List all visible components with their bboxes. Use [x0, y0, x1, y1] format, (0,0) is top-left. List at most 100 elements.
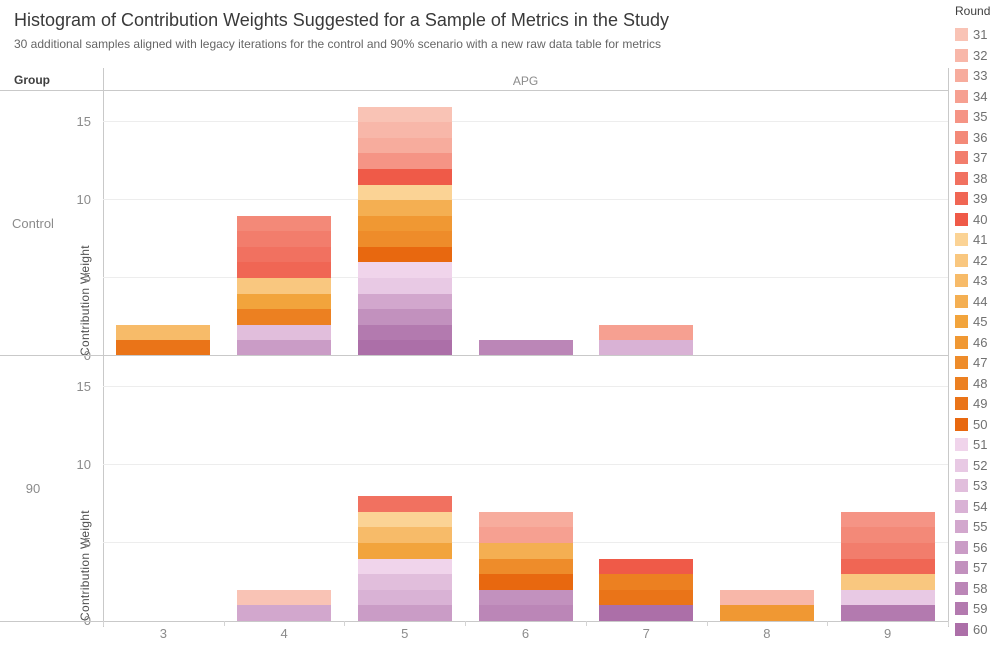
round-color-swatch [955, 561, 968, 574]
bar-segment-round-34[interactable] [478, 527, 573, 544]
bar-segment-round-60[interactable] [599, 605, 694, 621]
bar-segment-round-41[interactable] [357, 184, 452, 201]
bar-segment-round-50[interactable] [357, 246, 452, 263]
bar-segment-round-41[interactable] [357, 511, 452, 528]
x-axis-bin-tick [344, 621, 346, 626]
legend-item-label: 37 [973, 150, 988, 165]
bar-segment-round-44[interactable] [357, 200, 452, 216]
bar-segment-round-33[interactable] [478, 511, 573, 528]
round-color-swatch [955, 130, 968, 144]
round-color-swatch [955, 110, 968, 123]
bar-segment-round-57[interactable] [357, 309, 452, 325]
round-color-swatch [955, 520, 968, 533]
bar-segment-round-34[interactable] [599, 324, 694, 341]
bar-segment-round-51[interactable] [357, 558, 452, 575]
bar-segment-round-47[interactable] [478, 558, 573, 575]
round-color-swatch [955, 28, 968, 41]
legend-item-label: 49 [973, 396, 988, 411]
y-tick-label: 5 [83, 535, 91, 551]
x-tick-label: 5 [401, 626, 409, 641]
round-color-swatch [955, 581, 968, 595]
bar-segment-round-45[interactable] [237, 293, 332, 310]
bar-segment-round-40[interactable] [599, 558, 694, 575]
bar-segment-round-33[interactable] [357, 137, 452, 154]
legend-item-label: 44 [973, 293, 988, 309]
bar-segment-round-43[interactable] [357, 527, 452, 544]
bar-segment-round-59[interactable] [357, 324, 452, 341]
bar-segment-round-50[interactable] [478, 574, 573, 590]
y-axis-ticks: 0 5 10 15 [60, 356, 97, 628]
bar-segment-round-46[interactable] [719, 605, 814, 621]
round-color-swatch [955, 294, 968, 308]
bar-segment-round-39[interactable] [840, 558, 935, 575]
bar-segment-round-57[interactable] [478, 589, 573, 606]
bar-segment-round-54[interactable] [357, 589, 452, 606]
bar-segment-round-45[interactable] [357, 543, 452, 559]
x-axis-bin-tick [103, 621, 104, 626]
bar-segment-round-52[interactable] [357, 278, 452, 294]
x-tick-label: 8 [763, 626, 771, 641]
bar-segment-round-53[interactable] [237, 324, 332, 341]
round-color-swatch [955, 335, 968, 349]
bar-segment-round-31[interactable] [237, 589, 332, 606]
bar-segment-round-53[interactable] [357, 574, 452, 590]
bar-segment-round-56[interactable] [357, 605, 452, 621]
bar-segment-round-35[interactable] [357, 153, 452, 169]
round-color-swatch [955, 69, 968, 82]
legend-item-label: 36 [973, 129, 988, 145]
x-axis-line [0, 621, 949, 622]
legend-title: Round [955, 4, 991, 18]
bar-segment-round-39[interactable] [237, 262, 332, 279]
bar-segment-round-42[interactable] [840, 574, 935, 590]
bar-segment-round-37[interactable] [237, 231, 332, 247]
y-tick-label: 0 [60, 613, 91, 629]
bar-segment-round-51[interactable] [357, 262, 452, 279]
legend-item-label: 35 [973, 109, 988, 124]
bar-segment-round-40[interactable] [357, 168, 452, 185]
gridline-5 [103, 277, 948, 279]
bar-segment-round-36[interactable] [237, 215, 332, 232]
group-header: Group [14, 73, 50, 87]
round-color-swatch [955, 89, 968, 103]
legend-item-label: 43 [973, 273, 988, 288]
bar-segment-round-43[interactable] [116, 324, 211, 341]
gridline-15 [103, 386, 948, 388]
bar-segment-round-48[interactable] [237, 309, 332, 325]
bar-segment-round-36[interactable] [840, 527, 935, 544]
bar-segment-round-37[interactable] [840, 543, 935, 559]
round-color-swatch [955, 48, 968, 62]
bar-segment-round-58[interactable] [478, 605, 573, 621]
bar-segment-round-46[interactable] [357, 215, 452, 232]
bar-segment-round-32[interactable] [719, 589, 814, 606]
bar-segment-round-38[interactable] [237, 246, 332, 263]
bar-segment-round-55[interactable] [357, 293, 452, 310]
legend-item-label: 56 [973, 539, 988, 555]
legend-item-label: 46 [973, 334, 988, 350]
legend-item-label: 45 [973, 314, 988, 329]
bar-segment-round-32[interactable] [357, 122, 452, 138]
x-axis-bin-tick [827, 621, 829, 626]
bar-segment-round-44[interactable] [478, 543, 573, 559]
round-color-swatch [955, 376, 968, 390]
bar-segment-round-48[interactable] [599, 574, 694, 590]
bar-segment-round-35[interactable] [840, 511, 935, 528]
x-axis: 3 4 5 6 7 8 9 [103, 624, 948, 644]
bar-segment-round-54[interactable] [599, 340, 694, 356]
bar-segment-round-52[interactable] [840, 589, 935, 606]
bar-segment-round-55[interactable] [237, 605, 332, 621]
bar-segment-round-42[interactable] [237, 278, 332, 294]
bar-segment-round-31[interactable] [357, 106, 452, 123]
bar-segment-round-60[interactable] [357, 340, 452, 356]
bar-segment-round-49[interactable] [599, 589, 694, 606]
bar-segment-round-58[interactable] [478, 340, 573, 356]
bar-segment-round-49[interactable] [116, 340, 211, 356]
bar-segment-round-38[interactable] [357, 496, 452, 512]
bar-segment-round-56[interactable] [237, 340, 332, 356]
x-axis-bin-tick [706, 621, 708, 626]
x-axis-bin-tick [223, 621, 225, 626]
round-color-swatch [955, 479, 968, 492]
round-color-swatch [955, 356, 968, 369]
bar-segment-round-59[interactable] [840, 605, 935, 621]
bar-segment-round-47[interactable] [357, 231, 452, 247]
